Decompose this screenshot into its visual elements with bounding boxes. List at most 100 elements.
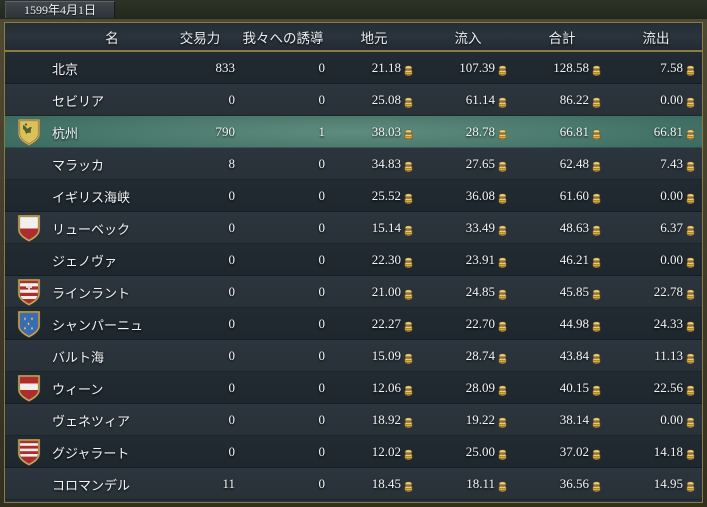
table-row[interactable]: リューベック 0 0 15.14 33.49 48.63 6.37 (5, 212, 702, 244)
country-flag-shield[interactable] (9, 276, 49, 308)
table-row[interactable]: バルト海 0 0 15.09 28.74 43.84 11.13 (5, 340, 702, 372)
local-value: 34.83 (335, 148, 413, 180)
table-row[interactable]: シャンパーニュ 0 0 22.27 22.70 44.98 24.33 (5, 308, 702, 340)
money-value: 19.22 (466, 412, 507, 428)
local-value: 18.45 (335, 468, 413, 500)
total-value: 44.98 (523, 308, 601, 340)
steering-to-us-value: 1 (318, 124, 326, 139)
table-body: 北京 833 0 21.18 107.39 128.58 7.58 セビリア 0 0 25.08 61… (5, 52, 702, 500)
table-row[interactable]: マラッカ 8 0 34.83 27.65 62.48 7.43 (5, 148, 702, 180)
incoming-value: 28.09 (429, 372, 507, 404)
trade-node-name[interactable]: ウィーン (52, 381, 104, 397)
table-row[interactable]: イギリス海峡 0 0 25.52 36.08 61.60 0.00 (5, 180, 702, 212)
table-row[interactable]: ジェノヴァ 0 0 22.30 23.91 46.21 0.00 (5, 244, 702, 276)
column-header-name[interactable]: 名 (105, 30, 119, 46)
table-row[interactable]: 北京 833 0 21.18 107.39 128.58 7.58 (5, 52, 702, 84)
coin-stack-icon (686, 256, 695, 268)
outgoing-value: 0.00 (617, 180, 695, 212)
total-value: 40.15 (523, 372, 601, 404)
table-row[interactable]: コロマンデル 11 0 18.45 18.11 36.56 14.95 (5, 468, 702, 500)
coin-stack-icon (498, 128, 507, 140)
coin-stack-icon (498, 288, 507, 300)
country-flag-shield[interactable] (9, 436, 49, 468)
country-flag-shield[interactable] (9, 468, 49, 500)
country-flag-shield[interactable] (9, 180, 49, 212)
country-flag-shield[interactable] (9, 308, 49, 340)
table-row[interactable]: ウィーン 0 0 12.06 28.09 40.15 22.56 (5, 372, 702, 404)
trade-power-value: 0 (228, 252, 236, 267)
incoming-value: 19.22 (429, 404, 507, 436)
table-row[interactable]: セビリア 0 0 25.08 61.14 86.22 0.00 (5, 84, 702, 116)
country-flag-shield[interactable] (9, 340, 49, 372)
money-value: 22.30 (372, 252, 413, 268)
country-flag-shield[interactable] (9, 84, 49, 116)
trade-power-value: 0 (228, 92, 236, 107)
coin-stack-icon (686, 96, 695, 108)
trade-node-name[interactable]: セビリア (52, 93, 105, 109)
trade-node-name[interactable]: 北京 (52, 61, 79, 77)
country-flag-shield[interactable] (9, 212, 49, 244)
money-value: 33.49 (466, 220, 507, 236)
titlebar: 1599年4月1日 (0, 0, 707, 19)
trade-node-name[interactable]: シャンパーニュ (52, 317, 144, 333)
outgoing-value: 6.37 (617, 212, 695, 244)
trade-node-name[interactable]: グジャラート (52, 445, 130, 461)
local-value: 12.02 (335, 436, 413, 468)
country-flag-shield[interactable] (9, 372, 49, 404)
money-value: 46.21 (560, 252, 601, 268)
steering-to-us-value: 0 (318, 284, 326, 299)
local-value: 21.00 (335, 276, 413, 308)
panel-frame: 名 交易力 我々への誘導 地元 流入 合計 流出 北京 833 0 21.18 107.… (0, 19, 707, 507)
money-value: 62.48 (560, 156, 601, 172)
coin-stack-icon (498, 96, 507, 108)
outgoing-value: 22.56 (617, 372, 695, 404)
trade-node-name[interactable]: ラインラント (52, 285, 131, 301)
column-header-outgoing[interactable]: 流出 (642, 30, 670, 46)
trade-node-name[interactable]: コロマンデル (52, 477, 131, 493)
trade-node-name[interactable]: ジェノヴァ (52, 253, 118, 269)
coin-stack-icon (686, 320, 695, 332)
column-header-local[interactable]: 地元 (360, 30, 388, 46)
country-flag-shield[interactable] (9, 116, 49, 148)
incoming-value: 24.85 (429, 276, 507, 308)
money-value: 18.45 (372, 476, 413, 492)
column-header-incoming[interactable]: 流入 (454, 30, 482, 46)
trade-node-name[interactable]: ヴェネツィア (52, 413, 131, 429)
trade-node-name[interactable]: 杭州 (52, 125, 79, 141)
column-header-power[interactable]: 交易力 (179, 30, 221, 46)
current-date-tab[interactable]: 1599年4月1日 (5, 1, 115, 18)
money-value: 22.56 (654, 380, 695, 396)
country-flag-shield[interactable] (9, 404, 49, 436)
money-value: 128.58 (553, 60, 601, 76)
steering-to-us-value: 0 (318, 156, 326, 171)
total-value: 66.81 (523, 116, 601, 148)
table-row[interactable]: ヴェネツィア 0 0 18.92 19.22 38.14 0.00 (5, 404, 702, 436)
row-divider (5, 499, 702, 500)
trade-node-name[interactable]: バルト海 (52, 349, 105, 365)
steering-to-us-value: 0 (318, 316, 326, 331)
coin-stack-icon (592, 64, 601, 76)
country-flag-shield[interactable] (9, 244, 49, 276)
coin-stack-icon (592, 320, 601, 332)
coin-stack-icon (686, 64, 695, 76)
local-value: 15.09 (335, 340, 413, 372)
total-value: 86.22 (523, 84, 601, 116)
table-row[interactable]: 杭州 790 1 38.03 28.78 66.81 66.81 (5, 116, 702, 148)
local-value: 38.03 (335, 116, 413, 148)
steering-to-us-value: 0 (318, 412, 326, 427)
column-header-lead[interactable]: 我々への誘導 (242, 30, 324, 46)
column-header-total[interactable]: 合計 (548, 30, 576, 46)
table-row[interactable]: グジャラート 0 0 12.02 25.00 37.02 14.18 (5, 436, 702, 468)
money-value: 43.84 (560, 348, 601, 364)
trade-node-name[interactable]: マラッカ (52, 157, 105, 173)
trade-node-name[interactable]: イギリス海峡 (52, 189, 131, 205)
table-row[interactable]: ラインラント 0 0 21.00 24.85 45.85 22.78 (5, 276, 702, 308)
coin-stack-icon (498, 416, 507, 428)
money-value: 44.98 (560, 316, 601, 332)
trade-node-name[interactable]: リューベック (52, 221, 131, 237)
country-flag-shield[interactable] (9, 148, 49, 180)
row-divider (5, 275, 702, 276)
row-divider (5, 179, 702, 180)
total-value: 45.85 (523, 276, 601, 308)
country-flag-shield[interactable] (9, 52, 49, 84)
